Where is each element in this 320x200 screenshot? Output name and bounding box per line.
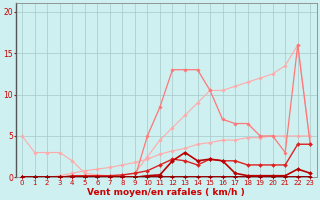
X-axis label: Vent moyen/en rafales ( km/h ): Vent moyen/en rafales ( km/h ): [87, 188, 245, 197]
